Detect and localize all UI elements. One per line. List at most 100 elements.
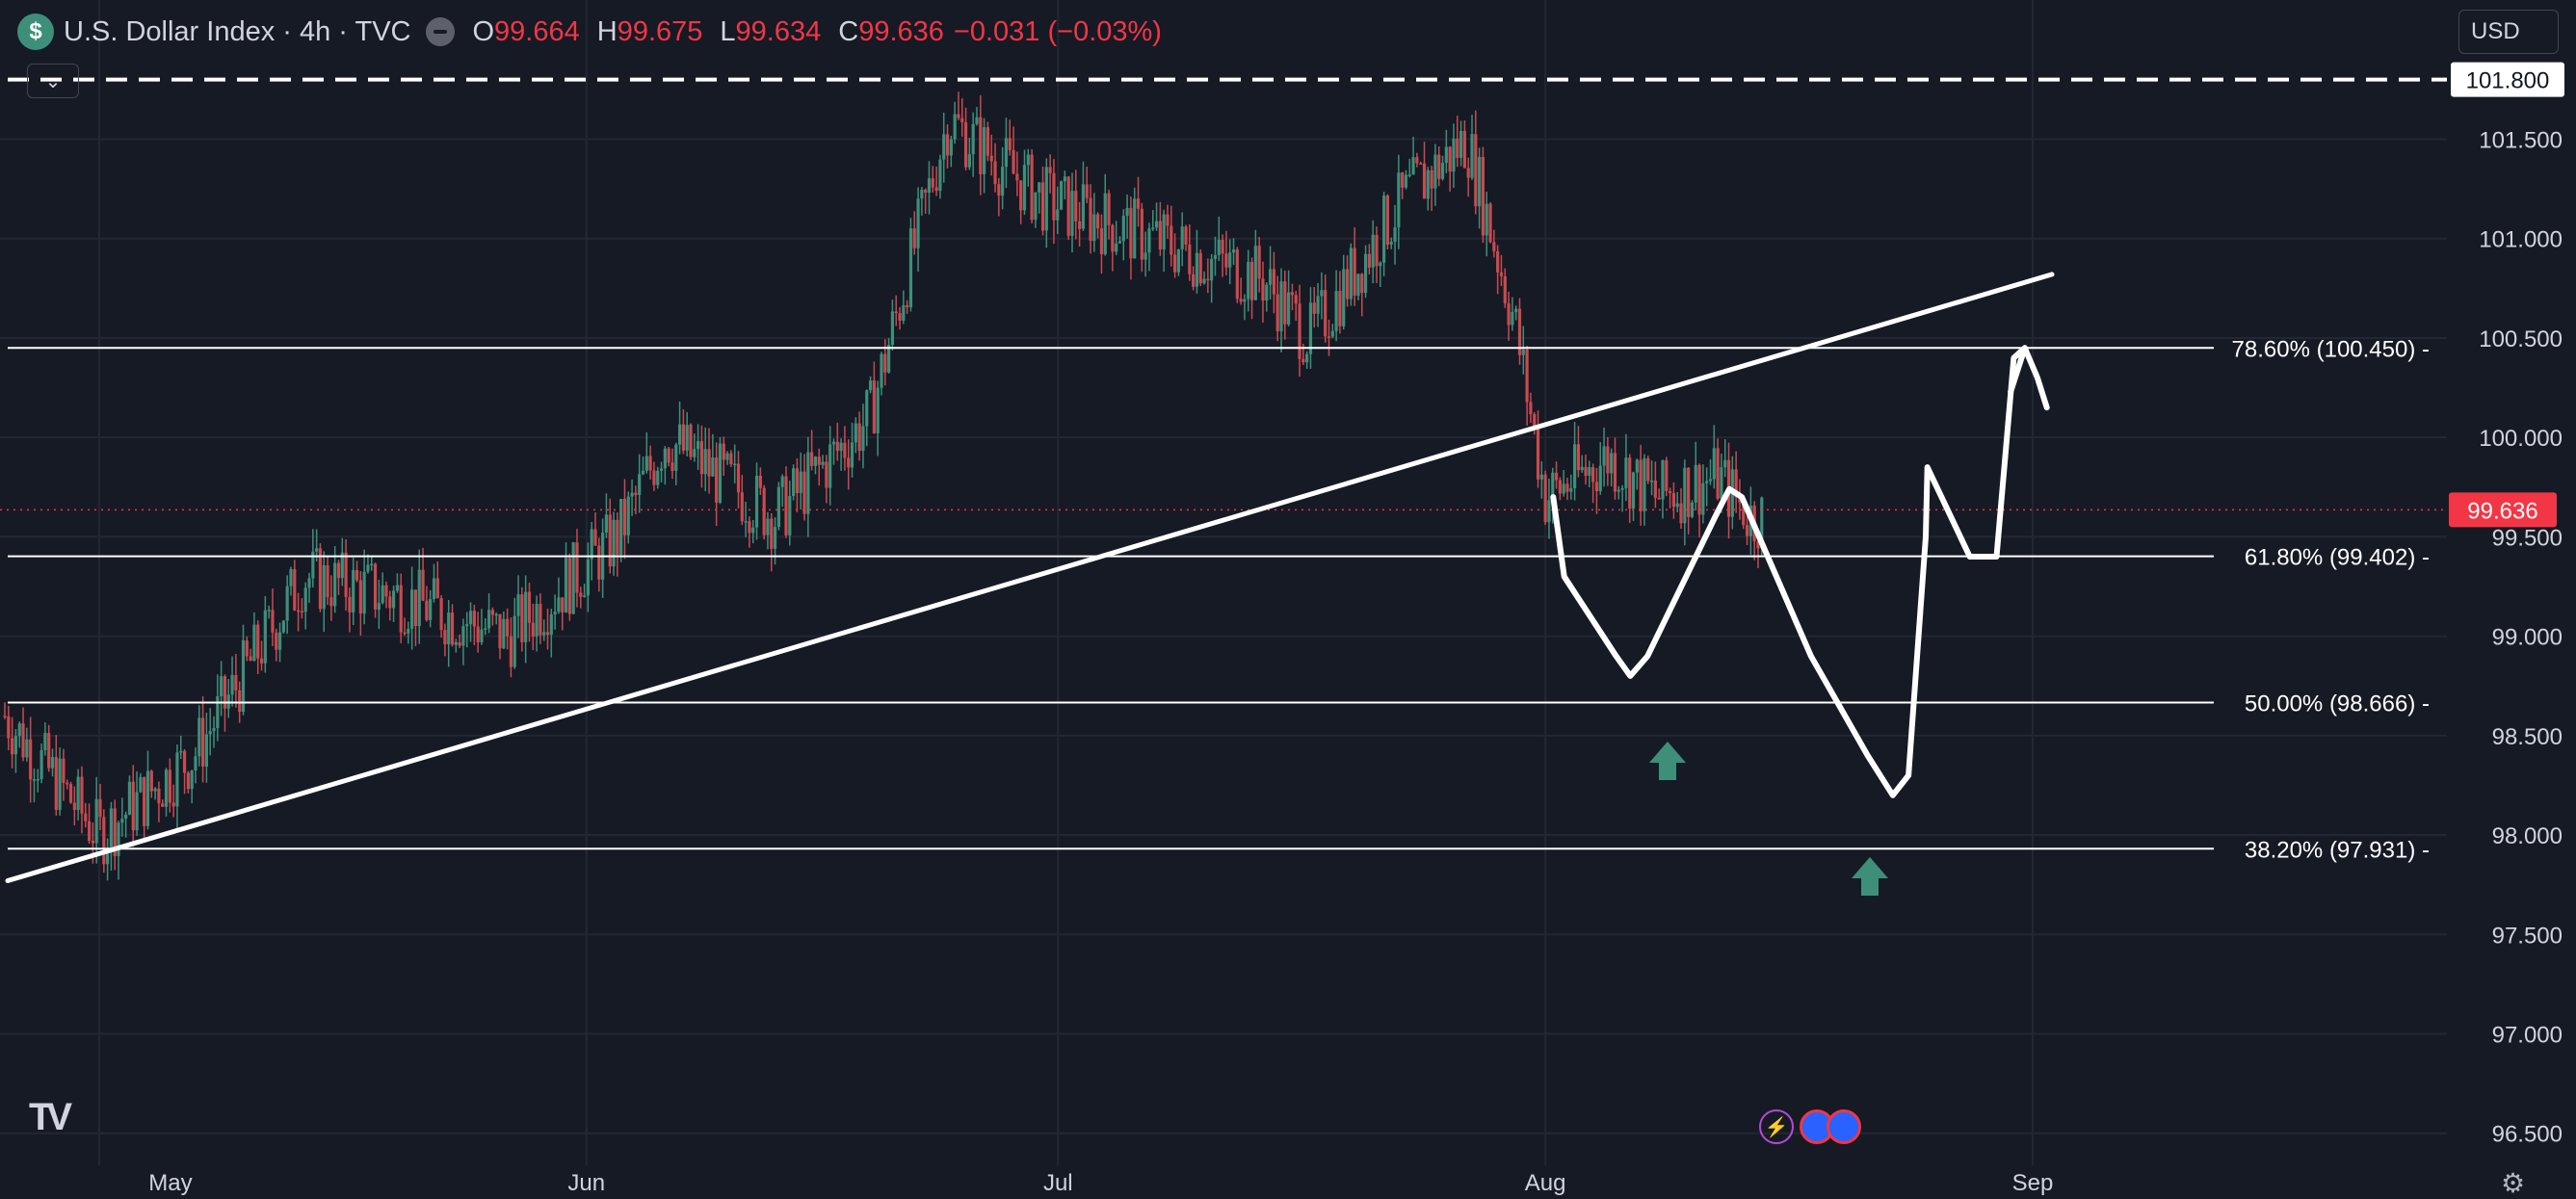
candle-body	[1202, 278, 1206, 284]
candle-body	[143, 776, 146, 826]
candle-body	[1180, 226, 1184, 249]
candle-body	[806, 452, 810, 514]
symbol-header[interactable]: $ U.S. Dollar Index · 4h · TVC O 99.664 H…	[17, 13, 1162, 50]
candle-body	[663, 448, 667, 469]
candle-body	[182, 750, 187, 773]
candle-body	[311, 551, 315, 579]
candle-body	[1474, 134, 1478, 207]
candle-body	[263, 610, 267, 664]
candle-body	[729, 453, 733, 465]
candle-body	[1558, 480, 1562, 494]
candle-body	[259, 658, 264, 664]
candle-body	[220, 676, 223, 697]
candle-body	[102, 817, 106, 865]
candle-body	[1415, 157, 1419, 164]
candle-body	[267, 610, 271, 612]
candle-body	[62, 758, 66, 783]
candle-body	[1015, 173, 1019, 181]
candle-body	[1379, 262, 1382, 267]
candle-body	[333, 562, 337, 607]
candle-body	[1111, 224, 1115, 252]
candle-body	[68, 784, 73, 803]
candle-body	[47, 733, 51, 769]
candle-body	[1103, 193, 1107, 254]
candle-body	[1517, 308, 1522, 355]
candle-body	[1129, 207, 1133, 259]
collapse-legend-button[interactable]: ⌄	[27, 64, 79, 98]
candle-body	[924, 190, 928, 194]
candle-body	[784, 476, 788, 535]
candle-body	[748, 521, 751, 534]
candle-body	[1154, 221, 1159, 228]
flash-event-icon[interactable]: ⚡	[1759, 1109, 1794, 1144]
candle-body	[281, 620, 285, 633]
candle-body	[1742, 502, 1746, 526]
symbol-title[interactable]: U.S. Dollar Index · 4h · TVC	[64, 15, 411, 47]
candle-body	[1184, 226, 1188, 245]
candle-body	[883, 353, 887, 373]
y-tick-label: 99.500	[2492, 525, 2563, 551]
candle-body	[1136, 198, 1141, 209]
candle-body	[788, 495, 792, 535]
candle-body	[616, 519, 619, 555]
candle-body	[1305, 353, 1309, 363]
candle-body	[916, 198, 920, 248]
us-flag-event-icon-2[interactable]	[1827, 1109, 1861, 1144]
candle-body	[1074, 191, 1078, 222]
candle-body	[920, 190, 924, 199]
candle-body	[1588, 467, 1591, 476]
candle-body	[275, 632, 278, 650]
candle-body	[751, 527, 755, 534]
candle-body	[149, 770, 153, 792]
candle-body	[72, 802, 76, 811]
candle-body	[348, 596, 352, 613]
candle-body	[1551, 472, 1555, 501]
candle-body	[1385, 195, 1390, 246]
candle-body	[1012, 149, 1015, 174]
hide-icon[interactable]	[426, 17, 456, 46]
candle-body	[582, 595, 587, 597]
candle-body	[1496, 250, 1500, 273]
candle-body	[336, 562, 341, 579]
candle-body	[1210, 258, 1214, 281]
candle-body	[84, 813, 88, 821]
candle-body	[770, 518, 774, 549]
candle-body	[395, 585, 400, 591]
trend-line[interactable]	[5, 272, 2055, 884]
candle-body	[476, 626, 480, 643]
gear-icon[interactable]: ⚙	[2501, 1168, 2526, 1198]
candle-body	[1133, 198, 1137, 259]
tradingview-logo[interactable]: TV	[29, 1096, 72, 1138]
candle-body	[234, 674, 238, 691]
candle-body	[590, 529, 593, 560]
candle-body	[127, 781, 132, 815]
candle-body	[1320, 290, 1324, 297]
up-arrow-icon[interactable]	[1649, 742, 1686, 780]
candle-body	[1089, 197, 1092, 242]
y-tick-label: 98.500	[2492, 724, 2563, 750]
dollar-icon: $	[17, 13, 54, 50]
candle-body	[1283, 281, 1287, 325]
candle-body	[630, 492, 634, 497]
candle-body	[1760, 497, 1764, 549]
candle-body	[76, 776, 80, 811]
candle-body	[564, 558, 568, 613]
candle-body	[1628, 457, 1632, 508]
candle-body	[1756, 541, 1760, 549]
candle-body	[1481, 157, 1485, 236]
candle-body	[1048, 167, 1052, 173]
candle-body	[693, 449, 697, 457]
candle-body	[1198, 252, 1202, 284]
projection-path[interactable]	[1550, 345, 2050, 798]
candle-body	[1221, 239, 1224, 254]
candle-body	[612, 519, 616, 567]
candle-body	[681, 424, 685, 451]
up-arrow-icon[interactable]	[1852, 857, 1888, 896]
candle-body	[498, 613, 502, 649]
candle-body	[370, 563, 374, 566]
candle-body	[94, 798, 98, 844]
candle-body	[54, 757, 58, 810]
candle-body	[1690, 502, 1695, 517]
currency-button[interactable]: USD	[2458, 10, 2559, 54]
